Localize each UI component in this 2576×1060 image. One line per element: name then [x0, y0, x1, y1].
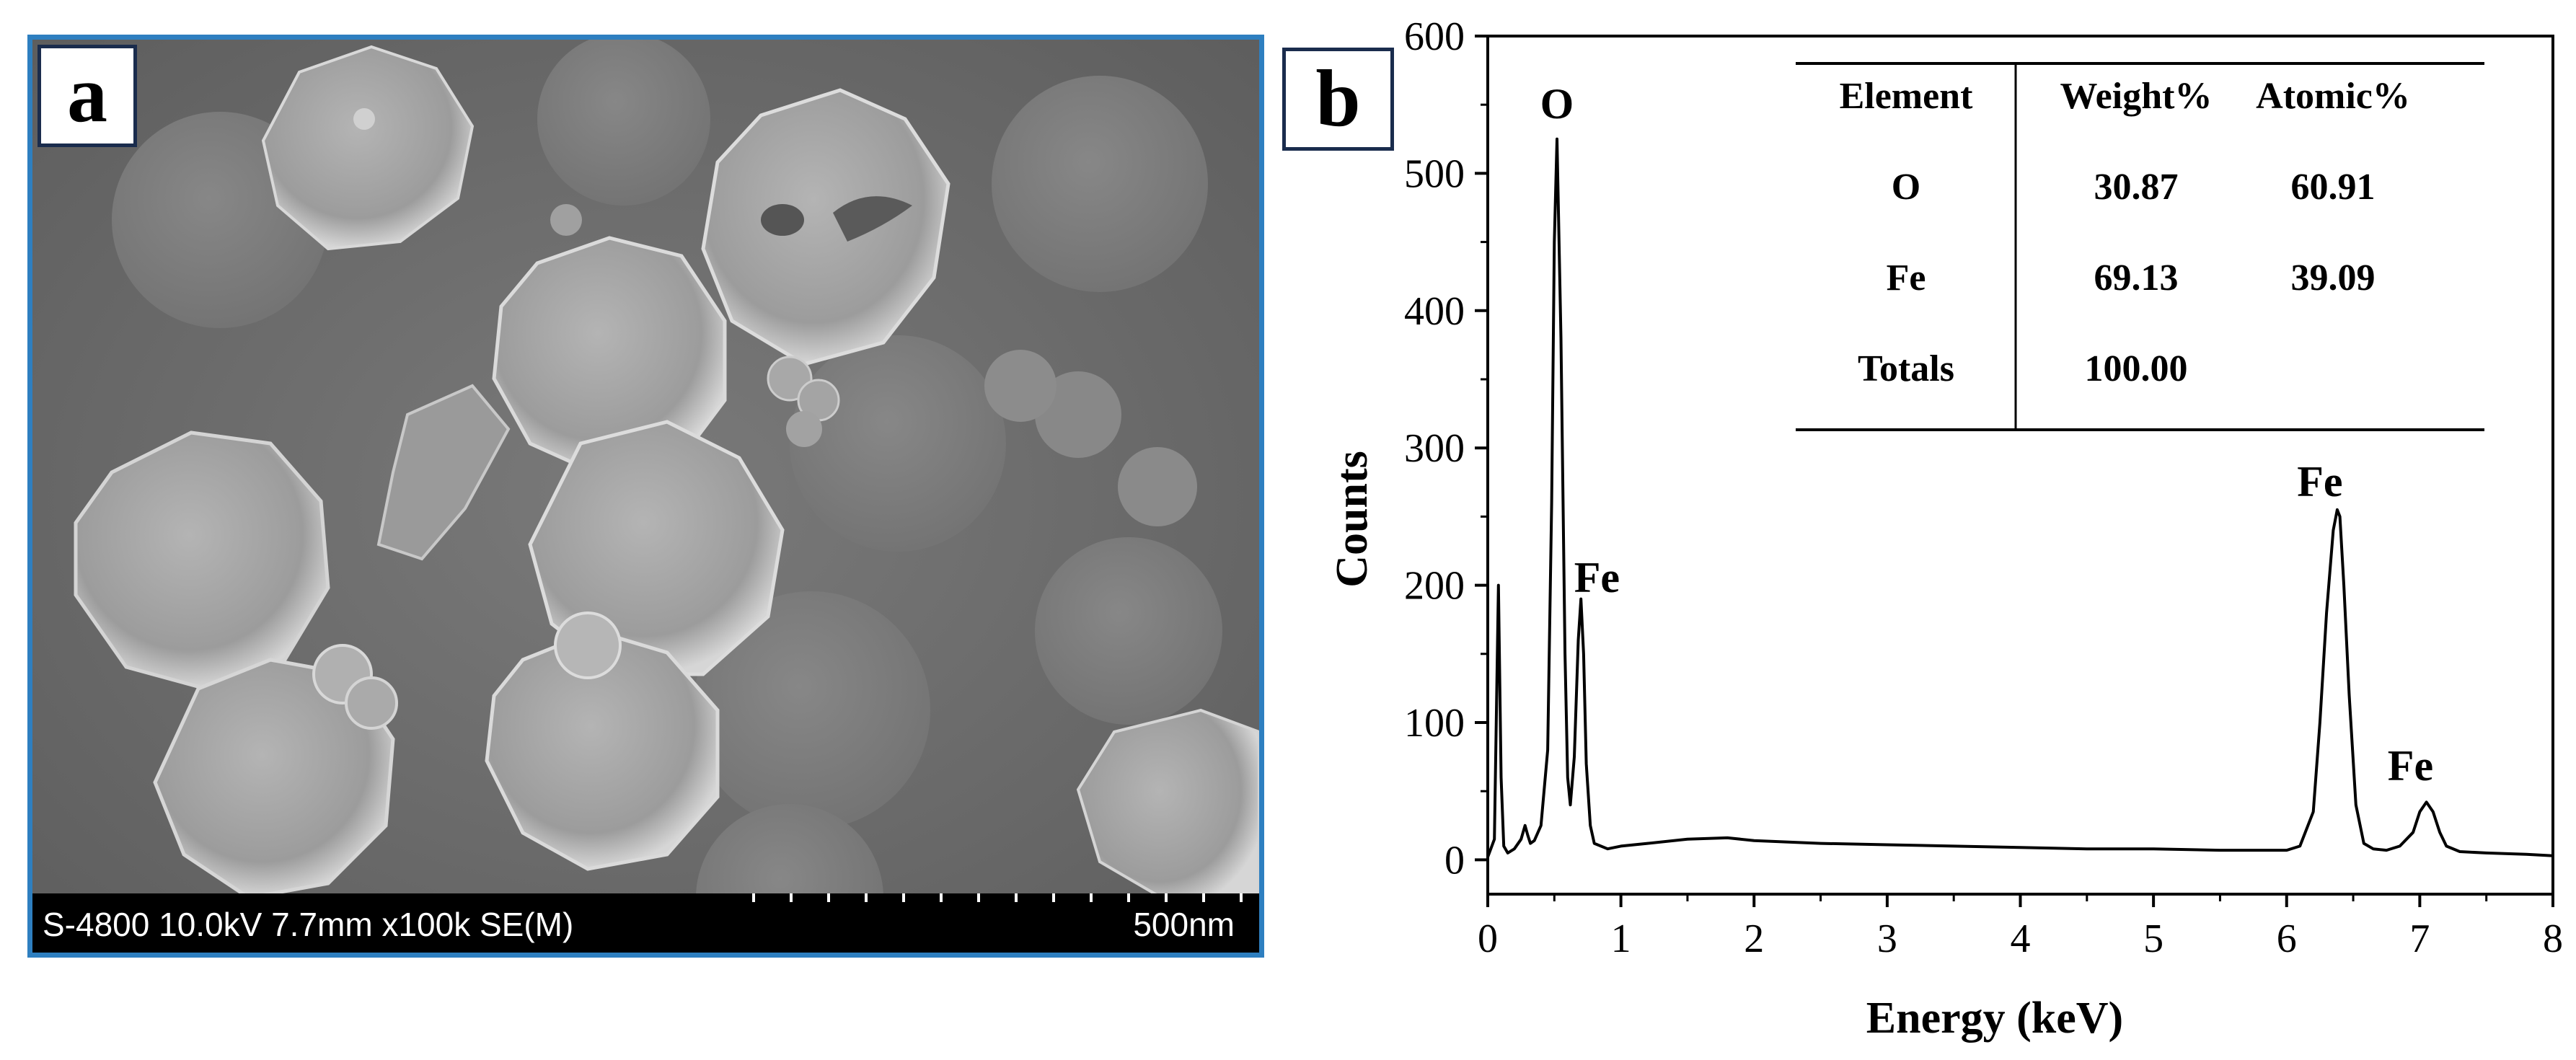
sem-image-panel: S-4800 10.0kV 7.7mm x100k SE(M) 500nm a: [27, 35, 1264, 958]
x-tick-label: 6: [2277, 917, 2297, 961]
inset-table: Element Weight% Atomic% O 30.87 60.91 Fe 69.13 3…: [1796, 62, 2484, 431]
table-cell: Totals: [1858, 348, 1954, 389]
x-tick-label: 8: [2543, 917, 2563, 961]
peak-label: Fe: [2388, 742, 2433, 790]
table-header-cell: Atomic%: [2256, 76, 2410, 117]
sem-scale-label: 500nm: [1133, 906, 1235, 943]
x-tick-label: 4: [2011, 917, 2031, 961]
table-cell: 60.91: [2291, 167, 2376, 208]
sem-micrograph: [32, 40, 1259, 953]
y-tick-label: 100: [1404, 701, 1465, 746]
peak-label: Fe: [2297, 458, 2342, 505]
y-tick-label: 500: [1404, 151, 1465, 196]
x-tick-label: 1: [1611, 917, 1631, 961]
table-header-cell: Element: [1840, 76, 1974, 117]
chart-series: [1486, 137, 2554, 858]
sem-info-text: S-4800 10.0kV 7.7mm x100k SE(M): [43, 906, 574, 943]
x-tick-label: 3: [1877, 917, 1897, 961]
x-tick-label: 5: [2143, 917, 2163, 961]
y-tick-label: 300: [1404, 426, 1465, 471]
x-tick-label: 2: [1744, 917, 1764, 961]
table-cell: 69.13: [2094, 257, 2179, 299]
peak-label: Fe: [1574, 554, 1620, 601]
table-header-cell: Weight%: [2060, 76, 2213, 117]
table-cell: O: [1892, 167, 1920, 208]
peak-label: O: [1540, 80, 1574, 128]
table-cell: 30.87: [2094, 167, 2179, 208]
panel-b-label: b: [1282, 48, 1394, 151]
y-tick-label: 600: [1404, 14, 1465, 59]
table-cell: Fe: [1887, 257, 1926, 299]
x-tick-label: 0: [1478, 917, 1498, 961]
x-tick-label: 7: [2409, 917, 2430, 961]
table-cell: 100.00: [2085, 348, 2188, 389]
panel-a-label: a: [38, 45, 137, 147]
y-tick-label: 400: [1404, 289, 1465, 334]
chart-ticks: 0 1 2 3 4 5 6 7 8 0 100 200 300 400 500 600: [1404, 14, 2563, 961]
x-axis-title: Energy (keV): [1866, 994, 2123, 1043]
sem-info-bar: S-4800 10.0kV 7.7mm x100k SE(M) 500nm: [32, 893, 1259, 953]
y-tick-label: 200: [1404, 564, 1465, 609]
peak-labels: O Fe Fe Fe: [1540, 80, 2433, 790]
sem-scale-ruler: [752, 893, 1243, 902]
y-tick-label: 0: [1444, 838, 1465, 883]
y-axis-title: Counts: [1328, 451, 1377, 588]
spectrum-line: [1486, 137, 2554, 858]
table-cell: 39.09: [2291, 257, 2376, 299]
